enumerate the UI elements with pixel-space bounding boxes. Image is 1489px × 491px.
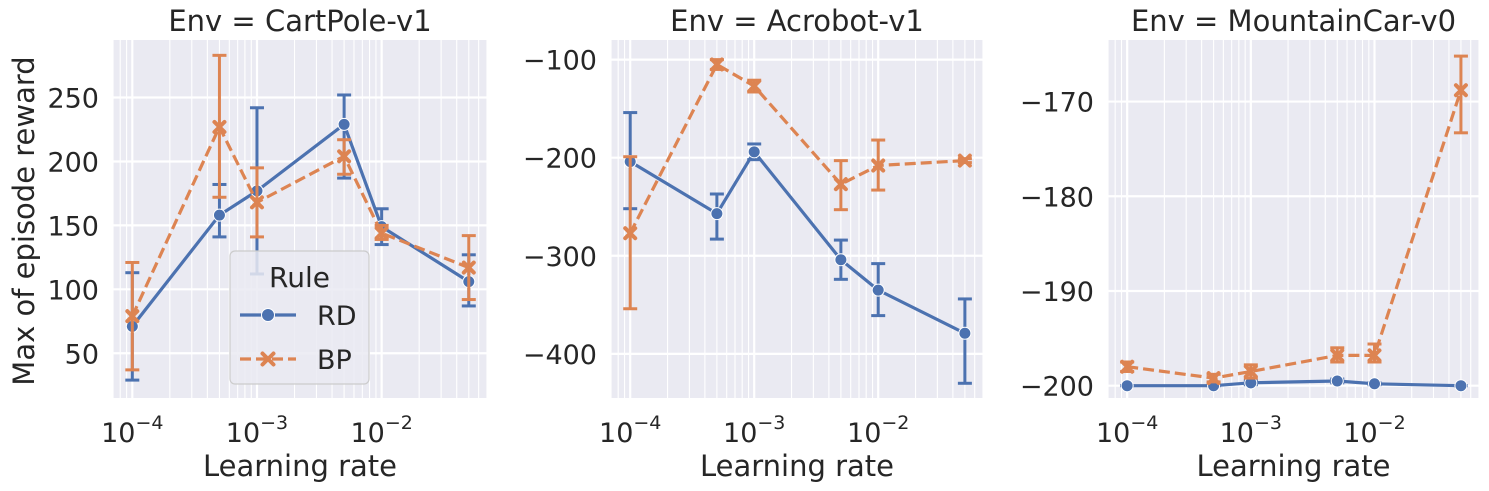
data-point — [1367, 348, 1382, 363]
x-tick-label: 10−4 — [101, 412, 163, 449]
series-bp — [125, 53, 476, 372]
data-point — [1243, 364, 1258, 379]
chart-panel-2: −400 −300 −200 −100 10−4 10−3 10−2 Env = Acrobo… — [523, 4, 984, 483]
series-line — [629, 150, 966, 335]
data-point — [871, 158, 886, 173]
legend-entry-bp: BP — [240, 345, 352, 376]
y-axis-label: Max of episode reward — [7, 56, 41, 385]
data-point — [125, 309, 140, 324]
series-line — [1126, 89, 1463, 380]
x-axis-label: Learning rate — [203, 449, 397, 483]
legend-label: RD — [317, 301, 357, 332]
x-tick-label: 10−2 — [847, 412, 909, 449]
series-line — [1127, 379, 1461, 388]
x-tick-label: 10−2 — [350, 412, 412, 449]
data-point — [337, 117, 351, 131]
panel-title: Env = Acrobot-v1 — [670, 4, 924, 38]
y-tick-label: −180 — [1020, 182, 1094, 213]
legend-entry-rd: RD — [240, 301, 357, 332]
series-bp — [1120, 54, 1468, 386]
x-axis-label: Learning rate — [700, 449, 894, 483]
series-bp — [623, 57, 972, 311]
data-point — [249, 195, 264, 210]
x-tick-label: 10−4 — [1096, 412, 1158, 449]
y-tick-label: −100 — [523, 46, 597, 77]
x-tick-label: 10−3 — [1220, 412, 1282, 449]
legend-title: Rule — [269, 261, 330, 294]
data-point — [1330, 348, 1345, 363]
x-tick-label: 10−4 — [599, 412, 661, 449]
series-rd — [623, 111, 972, 385]
x-tick-label: 10−3 — [723, 412, 785, 449]
y-tick-label: 250 — [47, 84, 99, 115]
series-line — [628, 62, 965, 234]
data-point — [1330, 374, 1344, 388]
y-tick-label: −300 — [523, 242, 597, 273]
y-tick-label: −170 — [1020, 88, 1094, 119]
data-point — [834, 253, 848, 267]
data-point — [1453, 83, 1468, 98]
data-point — [871, 283, 885, 297]
data-point — [1120, 359, 1135, 374]
legend-label: BP — [317, 345, 352, 376]
data-point — [709, 57, 724, 72]
y-tick-label: 200 — [47, 147, 99, 178]
legend-frame — [229, 250, 370, 385]
data-point — [747, 145, 761, 159]
plot-background — [1108, 40, 1479, 398]
data-point — [212, 208, 226, 222]
data-point — [461, 260, 476, 275]
data-point — [747, 79, 762, 94]
data-point — [374, 226, 389, 241]
series-line — [130, 125, 470, 317]
data-point — [710, 207, 724, 221]
data-point — [958, 326, 972, 340]
legend: Rule RD BP — [229, 250, 370, 385]
y-tick-label: −400 — [523, 340, 597, 371]
x-axis-label: Learning rate — [1196, 449, 1390, 483]
data-point — [337, 149, 352, 164]
data-point — [1206, 371, 1221, 386]
panel-title: Env = MountainCar-v0 — [1131, 4, 1456, 38]
y-tick-label: 150 — [47, 211, 99, 242]
data-point — [623, 226, 638, 241]
data-point — [833, 177, 848, 192]
data-point — [1367, 377, 1381, 391]
y-tick-label: −200 — [523, 144, 597, 175]
data-point — [212, 119, 227, 134]
y-tick-label: 50 — [65, 339, 99, 370]
data-point — [957, 153, 972, 168]
x-tick-label: 10−2 — [1343, 412, 1405, 449]
x-tick-label: 10−3 — [226, 412, 288, 449]
panel-title: Env = CartPole-v1 — [168, 4, 431, 38]
y-tick-label: −200 — [1020, 372, 1094, 403]
chart-panel-1: 50 100 150 200 250 10−4 10−3 10−2 Env = CartPole… — [7, 4, 488, 483]
data-point — [1454, 379, 1468, 393]
chart-panel-3: −200 −190 −180 −170 10−4 10−3 10−2 Env = Mounta… — [1020, 4, 1480, 483]
series-line — [131, 122, 470, 328]
y-tick-label: 100 — [47, 275, 99, 306]
plot-background — [611, 40, 983, 398]
y-tick-label: −190 — [1020, 277, 1094, 308]
data-point — [1120, 379, 1134, 393]
